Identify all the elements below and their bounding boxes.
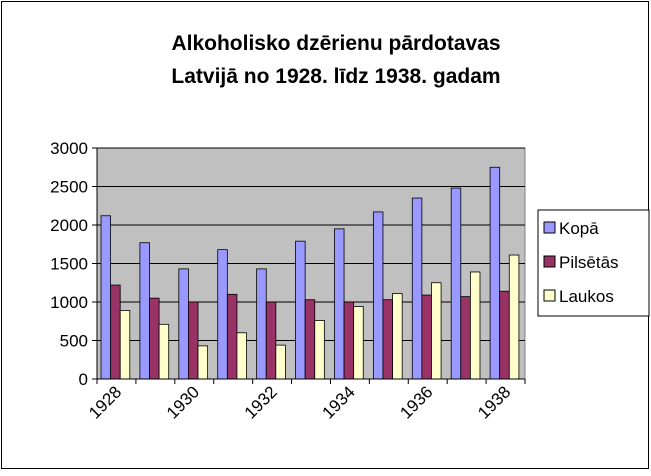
bar bbox=[489, 166, 501, 380]
bar bbox=[508, 254, 520, 380]
bar bbox=[450, 187, 462, 380]
legend-label: Pilsētās bbox=[559, 253, 619, 272]
bar bbox=[382, 299, 393, 380]
bar bbox=[343, 301, 355, 380]
bar bbox=[110, 284, 121, 380]
bar bbox=[217, 249, 228, 380]
legend-swatch bbox=[543, 255, 556, 268]
bar bbox=[469, 271, 481, 380]
bar bbox=[411, 197, 423, 380]
bar bbox=[499, 290, 510, 380]
y-tick-label: 1500 bbox=[50, 255, 88, 274]
y-tick-label: 0 bbox=[79, 370, 88, 389]
y-tick-label: 500 bbox=[60, 332, 88, 351]
bar bbox=[149, 297, 160, 380]
y-tick-label: 3000 bbox=[50, 139, 88, 158]
legend-swatch bbox=[543, 289, 556, 302]
bar bbox=[314, 320, 325, 380]
chart-title: Latvijā no 1928. līdz 1938. gadam bbox=[171, 65, 500, 88]
bar bbox=[431, 282, 442, 380]
y-tick-label: 1000 bbox=[50, 293, 88, 312]
bar bbox=[295, 240, 306, 380]
bar bbox=[265, 301, 277, 380]
bar bbox=[226, 293, 238, 380]
legend-label: Laukos bbox=[559, 287, 614, 306]
bar bbox=[372, 211, 384, 380]
y-tick-label: 2500 bbox=[50, 178, 88, 197]
bar bbox=[275, 344, 286, 380]
bar bbox=[392, 293, 403, 380]
bar bbox=[119, 310, 131, 380]
bar bbox=[197, 345, 209, 380]
bar bbox=[158, 323, 170, 380]
legend-swatch bbox=[543, 221, 556, 234]
bar bbox=[256, 268, 267, 380]
bar bbox=[421, 294, 432, 380]
y-tick-label: 2000 bbox=[50, 216, 88, 235]
bar bbox=[460, 296, 471, 380]
legend-label: Kopā bbox=[559, 219, 599, 238]
bar bbox=[178, 268, 189, 380]
bar bbox=[139, 242, 150, 380]
bar bbox=[188, 301, 199, 380]
bar bbox=[334, 228, 345, 380]
bar bbox=[353, 306, 364, 380]
bar bbox=[304, 299, 316, 380]
bar bbox=[100, 215, 112, 380]
bar bbox=[236, 332, 247, 380]
chart-title: Alkoholisko dzērienu pārdotavas bbox=[171, 32, 500, 55]
legend-box bbox=[537, 209, 650, 317]
